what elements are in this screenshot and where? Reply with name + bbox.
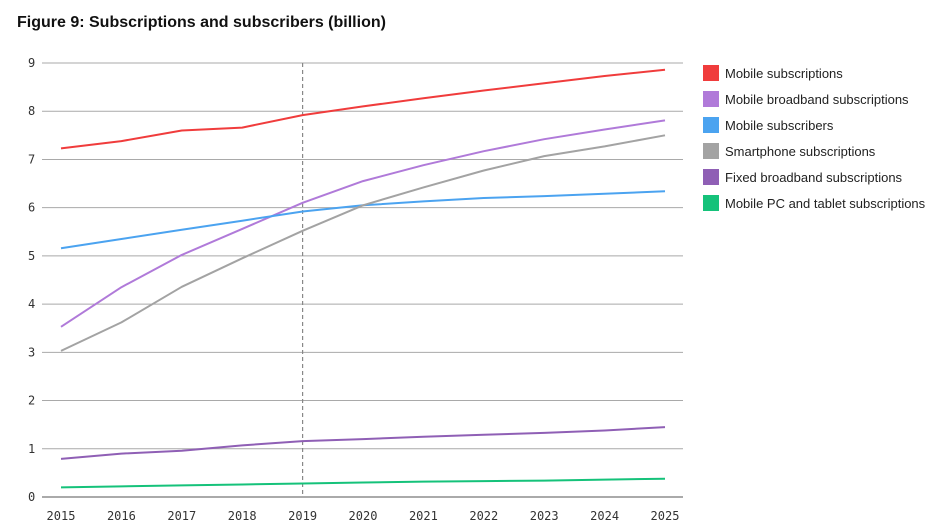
y-tick-label: 7 (28, 152, 35, 166)
series-line-3 (60, 134, 666, 352)
legend-swatch (703, 65, 719, 81)
legend-swatch (703, 117, 719, 133)
x-tick-label: 2023 (530, 509, 559, 523)
series-line-4 (60, 426, 666, 460)
legend-swatch (703, 91, 719, 107)
x-tick-label: 2017 (167, 509, 196, 523)
legend-label: Mobile subscribers (725, 117, 834, 133)
y-tick-label: 1 (28, 442, 35, 456)
legend-label: Mobile PC and tablet subscriptions (725, 195, 926, 211)
legend-label: Mobile subscriptions (725, 65, 843, 81)
x-tick-label: 2022 (469, 509, 498, 523)
legend-swatch (703, 195, 719, 211)
series-line-1 (60, 119, 666, 328)
series-line-5 (60, 477, 666, 489)
y-tick-label: 6 (28, 201, 35, 215)
x-tick-label: 2015 (47, 509, 76, 523)
y-tick-label: 2 (28, 394, 35, 408)
legend-label: Mobile broadband subscriptions (725, 91, 909, 107)
x-tick-label: 2019 (288, 509, 317, 523)
y-tick-label: 5 (28, 249, 35, 263)
y-tick-label: 9 (28, 56, 35, 70)
x-tick-label: 2021 (409, 509, 438, 523)
legend-swatch (703, 169, 719, 185)
x-tick-label: 2020 (349, 509, 378, 523)
y-axis-ticks: 0 1 2 3 4 5 6 7 8 9 (28, 56, 35, 504)
x-tick-label: 2018 (228, 509, 257, 523)
y-tick-label: 0 (28, 490, 35, 504)
legend-label: Fixed broadband subscriptions (725, 169, 903, 185)
chart-title: Figure 9: Subscriptions and subscribers … (17, 14, 386, 31)
x-axis-ticks: 2015 2016 2017 2018 2019 2020 2021 2022 2023 2024… (47, 509, 680, 523)
legend-label: Smartphone subscriptions (725, 143, 876, 159)
legend-item: Fixed broadband subscriptions (703, 164, 925, 190)
series-line-2 (60, 190, 666, 250)
x-tick-label: 2025 (651, 509, 680, 523)
y-tick-label: 8 (28, 104, 35, 118)
legend-item: Mobile PC and tablet subscriptions (703, 190, 925, 216)
y-tick-label: 3 (28, 345, 35, 359)
series-lines (60, 68, 666, 489)
legend-swatch (703, 143, 719, 159)
y-tick-label: 4 (28, 297, 35, 311)
legend: Mobile subscriptions Mobile broadband sub… (703, 60, 925, 216)
legend-item: Mobile subscribers (703, 112, 925, 138)
legend-item: Mobile subscriptions (703, 60, 925, 86)
x-tick-label: 2016 (107, 509, 136, 523)
legend-item: Smartphone subscriptions (703, 138, 925, 164)
series-line-0 (60, 68, 666, 150)
grid-lines (42, 62, 683, 498)
legend-item: Mobile broadband subscriptions (703, 86, 925, 112)
x-tick-label: 2024 (590, 509, 619, 523)
